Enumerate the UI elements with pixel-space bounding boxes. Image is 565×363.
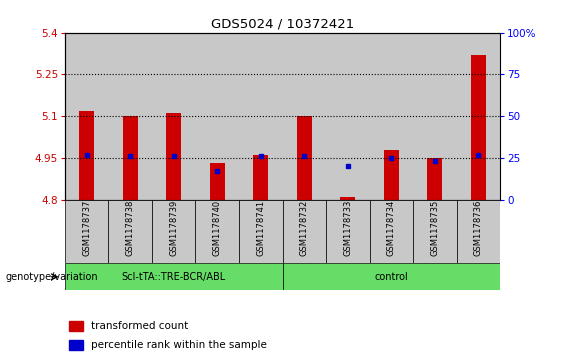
- Text: percentile rank within the sample: percentile rank within the sample: [91, 340, 267, 350]
- Bar: [166, 113, 181, 200]
- Bar: [108, 33, 152, 200]
- Bar: [370, 33, 413, 200]
- Text: GSM1178738: GSM1178738: [126, 200, 134, 256]
- Bar: [79, 111, 94, 200]
- Bar: [108, 200, 152, 263]
- Text: GSM1178739: GSM1178739: [170, 200, 178, 256]
- Bar: [282, 200, 326, 263]
- Bar: [471, 55, 486, 200]
- Title: GDS5024 / 10372421: GDS5024 / 10372421: [211, 17, 354, 30]
- Bar: [282, 263, 500, 290]
- Text: GSM1178734: GSM1178734: [387, 200, 396, 256]
- Bar: [239, 200, 282, 263]
- Bar: [65, 263, 282, 290]
- Text: GSM1178737: GSM1178737: [82, 200, 91, 256]
- Bar: [370, 200, 413, 263]
- Text: genotype/variation: genotype/variation: [6, 272, 98, 282]
- Bar: [65, 200, 108, 263]
- Bar: [326, 200, 370, 263]
- Bar: [69, 321, 83, 331]
- Bar: [326, 33, 370, 200]
- Bar: [123, 116, 138, 200]
- Bar: [152, 200, 195, 263]
- Bar: [195, 200, 239, 263]
- Text: GSM1178741: GSM1178741: [257, 200, 265, 256]
- Bar: [69, 340, 83, 350]
- Bar: [457, 33, 500, 200]
- Text: GSM1178735: GSM1178735: [431, 200, 439, 256]
- Bar: [253, 155, 268, 200]
- Text: control: control: [375, 272, 408, 282]
- Text: GSM1178732: GSM1178732: [300, 200, 308, 256]
- Bar: [282, 33, 326, 200]
- Bar: [340, 197, 355, 200]
- Text: GSM1178733: GSM1178733: [344, 200, 352, 256]
- Text: GSM1178736: GSM1178736: [474, 200, 483, 256]
- Bar: [457, 200, 500, 263]
- Bar: [210, 163, 225, 200]
- Text: transformed count: transformed count: [91, 321, 188, 331]
- Bar: [297, 116, 312, 200]
- Bar: [65, 33, 108, 200]
- Bar: [384, 150, 399, 200]
- Bar: [413, 33, 457, 200]
- Bar: [427, 158, 442, 200]
- Bar: [152, 33, 195, 200]
- Bar: [413, 200, 457, 263]
- Bar: [195, 33, 239, 200]
- Bar: [239, 33, 282, 200]
- Text: ScI-tTA::TRE-BCR/ABL: ScI-tTA::TRE-BCR/ABL: [121, 272, 226, 282]
- Text: GSM1178740: GSM1178740: [213, 200, 221, 256]
